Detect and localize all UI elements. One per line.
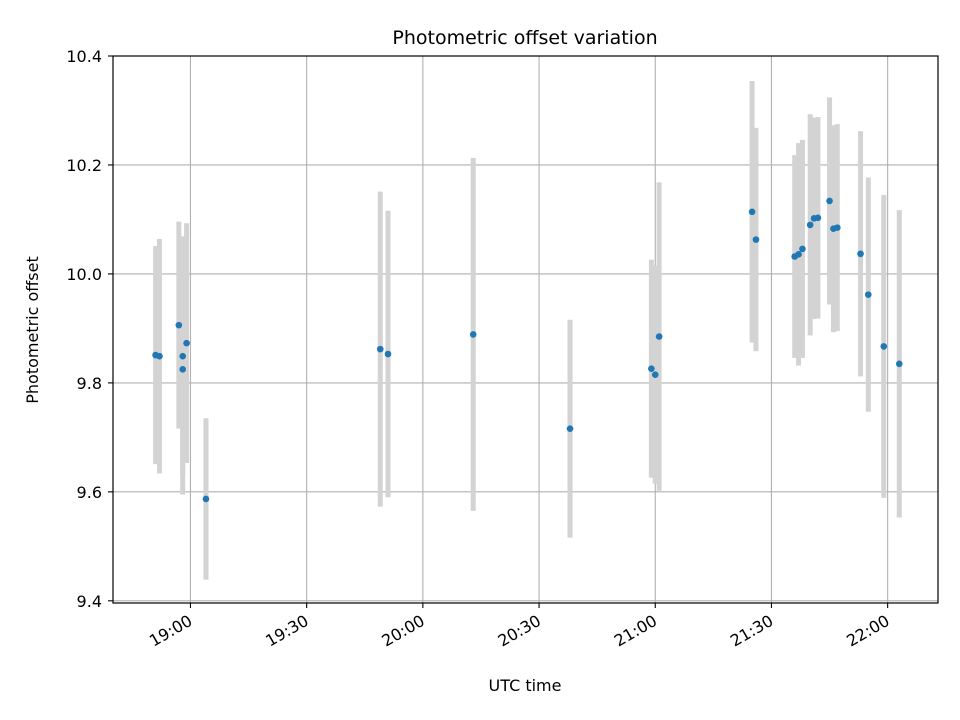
data-point bbox=[566, 425, 574, 432]
y-tick-label: 10.4 bbox=[66, 47, 102, 66]
data-point bbox=[376, 345, 384, 353]
y-tick-label: 9.4 bbox=[77, 592, 102, 611]
data-point bbox=[179, 365, 187, 373]
data-point bbox=[799, 245, 806, 253]
data-point bbox=[833, 224, 841, 231]
y-tick-label: 10.0 bbox=[66, 265, 102, 284]
data-point bbox=[384, 350, 392, 358]
data-point bbox=[895, 360, 903, 368]
data-point bbox=[651, 371, 659, 379]
data-point bbox=[202, 495, 210, 503]
data-point bbox=[752, 236, 760, 243]
data-point bbox=[175, 321, 183, 329]
data-point bbox=[648, 365, 655, 373]
data-point bbox=[795, 251, 802, 258]
plot-frame bbox=[112, 55, 939, 604]
data-point bbox=[156, 352, 163, 360]
x-axis-title: UTC time bbox=[489, 676, 562, 695]
y-axis-title: Photometric offset bbox=[23, 256, 42, 404]
data-point bbox=[806, 221, 814, 229]
data-point bbox=[864, 291, 872, 298]
chart-title: Photometric offset variation bbox=[392, 27, 657, 49]
data-points bbox=[152, 197, 903, 503]
y-axis: 9.4 9.6 9.8 10.0 10.2 10.4 bbox=[66, 47, 113, 611]
data-point bbox=[179, 352, 187, 360]
data-point bbox=[857, 250, 864, 258]
y-tick-label: 9.6 bbox=[77, 483, 102, 502]
data-point bbox=[748, 208, 756, 216]
data-point bbox=[183, 339, 190, 347]
y-tick-label: 9.8 bbox=[77, 374, 102, 393]
data-point bbox=[655, 333, 663, 340]
y-tick-label: 10.2 bbox=[66, 156, 102, 175]
data-point bbox=[814, 214, 822, 222]
data-point bbox=[880, 343, 888, 350]
data-point bbox=[469, 331, 477, 338]
data-point bbox=[826, 197, 833, 205]
